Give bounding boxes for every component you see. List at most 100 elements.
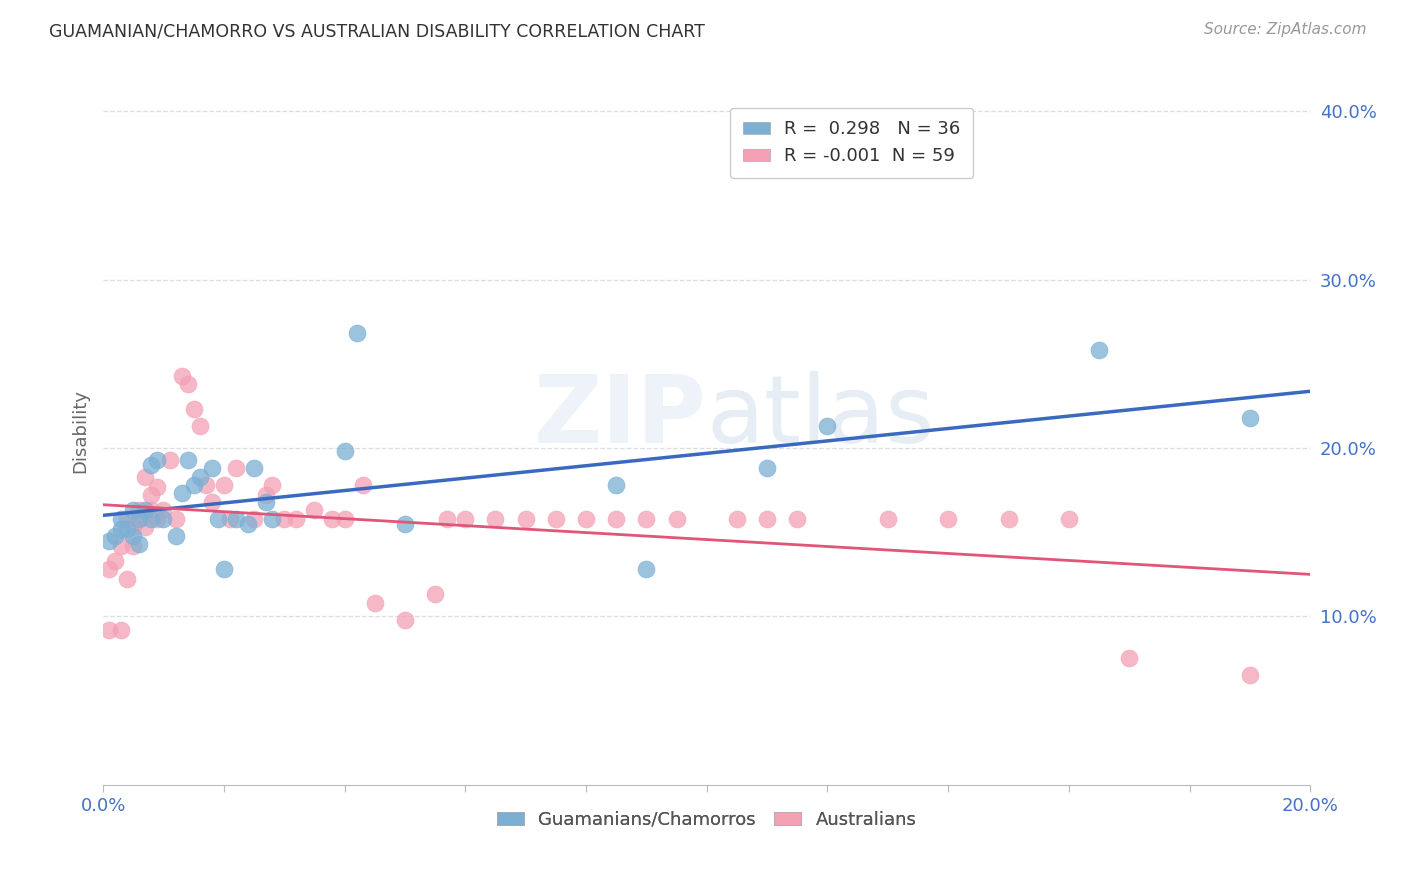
- Point: [575, 511, 598, 525]
- Point: [352, 478, 374, 492]
- Point: [786, 511, 808, 525]
- Point: [146, 480, 169, 494]
- Point: [817, 419, 839, 434]
- Point: [756, 461, 779, 475]
- Point: [141, 503, 163, 517]
- Point: [110, 522, 132, 536]
- Point: [364, 596, 387, 610]
- Point: [333, 511, 356, 525]
- Point: [225, 461, 247, 475]
- Point: [243, 511, 266, 525]
- Point: [128, 511, 150, 525]
- Point: [188, 419, 211, 434]
- Point: [122, 520, 145, 534]
- Point: [110, 539, 132, 553]
- Point: [170, 368, 193, 383]
- Point: [725, 511, 748, 525]
- Point: [152, 511, 174, 525]
- Point: [333, 444, 356, 458]
- Point: [304, 503, 326, 517]
- Point: [225, 511, 247, 525]
- Point: [117, 522, 139, 536]
- Point: [484, 511, 506, 525]
- Point: [436, 511, 458, 525]
- Point: [665, 511, 688, 525]
- Point: [110, 511, 132, 525]
- Y-axis label: Disability: Disability: [72, 389, 89, 473]
- Point: [254, 495, 277, 509]
- Point: [273, 511, 295, 525]
- Point: [454, 511, 477, 525]
- Point: [201, 495, 224, 509]
- Point: [423, 587, 446, 601]
- Point: [128, 537, 150, 551]
- Point: [243, 461, 266, 475]
- Point: [194, 478, 217, 492]
- Point: [183, 402, 205, 417]
- Point: [212, 478, 235, 492]
- Point: [262, 511, 284, 525]
- Point: [936, 511, 959, 525]
- Point: [188, 469, 211, 483]
- Point: [394, 613, 416, 627]
- Point: [1118, 651, 1140, 665]
- Point: [128, 511, 150, 525]
- Point: [236, 516, 259, 531]
- Point: [98, 562, 121, 576]
- Point: [110, 623, 132, 637]
- Point: [544, 511, 567, 525]
- Point: [1088, 343, 1111, 358]
- Point: [122, 528, 145, 542]
- Point: [321, 511, 343, 525]
- Point: [134, 520, 156, 534]
- Point: [262, 478, 284, 492]
- Point: [152, 503, 174, 517]
- Point: [1239, 668, 1261, 682]
- Point: [605, 511, 627, 525]
- Text: Source: ZipAtlas.com: Source: ZipAtlas.com: [1204, 22, 1367, 37]
- Point: [636, 562, 658, 576]
- Point: [122, 503, 145, 517]
- Point: [104, 528, 127, 542]
- Point: [212, 562, 235, 576]
- Point: [1239, 410, 1261, 425]
- Text: ZIP: ZIP: [534, 371, 707, 463]
- Point: [636, 511, 658, 525]
- Point: [219, 511, 242, 525]
- Point: [254, 488, 277, 502]
- Text: atlas: atlas: [707, 371, 935, 463]
- Point: [346, 326, 368, 341]
- Point: [117, 572, 139, 586]
- Point: [207, 511, 229, 525]
- Point: [141, 488, 163, 502]
- Point: [997, 511, 1019, 525]
- Point: [176, 452, 198, 467]
- Text: GUAMANIAN/CHAMORRO VS AUSTRALIAN DISABILITY CORRELATION CHART: GUAMANIAN/CHAMORRO VS AUSTRALIAN DISABIL…: [49, 22, 704, 40]
- Point: [515, 511, 537, 525]
- Point: [170, 486, 193, 500]
- Point: [165, 511, 187, 525]
- Point: [104, 554, 127, 568]
- Point: [134, 503, 156, 517]
- Point: [394, 516, 416, 531]
- Legend: Guamanians/Chamorros, Australians: Guamanians/Chamorros, Australians: [489, 804, 924, 836]
- Point: [756, 511, 779, 525]
- Point: [876, 511, 898, 525]
- Point: [146, 452, 169, 467]
- Point: [1057, 511, 1080, 525]
- Point: [183, 478, 205, 492]
- Point: [285, 511, 308, 525]
- Point: [98, 623, 121, 637]
- Point: [605, 478, 627, 492]
- Point: [146, 511, 169, 525]
- Point: [141, 458, 163, 472]
- Point: [128, 503, 150, 517]
- Point: [159, 452, 181, 467]
- Point: [117, 511, 139, 525]
- Point: [134, 469, 156, 483]
- Point: [141, 511, 163, 525]
- Point: [201, 461, 224, 475]
- Point: [122, 539, 145, 553]
- Point: [165, 528, 187, 542]
- Point: [176, 376, 198, 391]
